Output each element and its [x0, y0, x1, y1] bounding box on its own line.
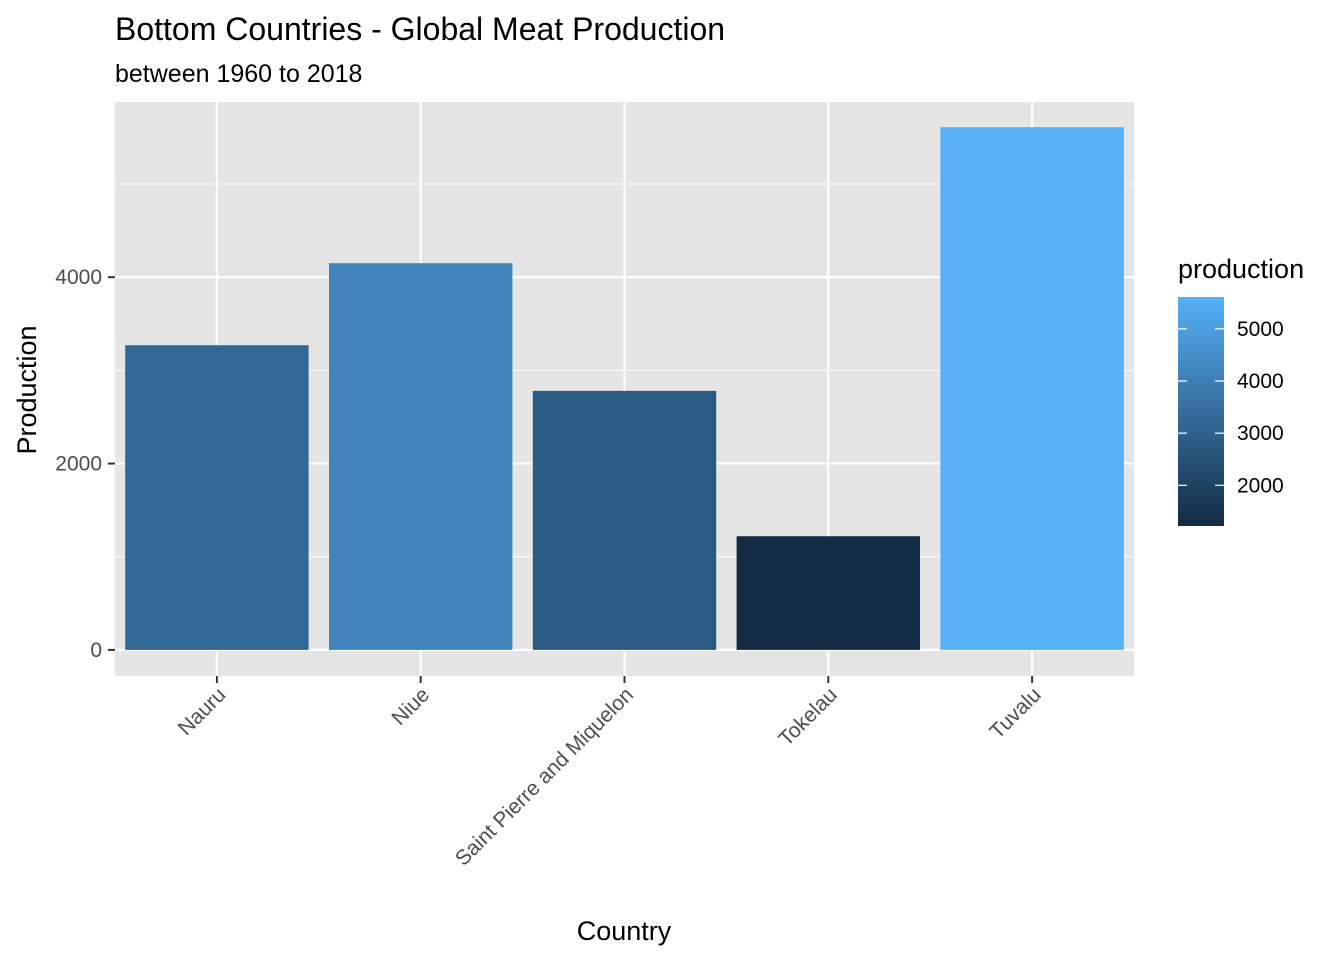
y-tick-label: 0 — [90, 639, 102, 662]
chart-title: Bottom Countries - Global Meat Productio… — [115, 11, 725, 47]
legend-tick-label: 3000 — [1237, 422, 1284, 445]
y-axis: 0 2000 4000 — [55, 266, 115, 662]
y-axis-title: Production — [12, 325, 42, 454]
chart-subtitle: between 1960 to 2018 — [115, 60, 362, 88]
x-tick-label: Tuvalu — [985, 683, 1045, 743]
bar-nauru — [125, 345, 309, 650]
legend-tick-label: 4000 — [1237, 370, 1284, 393]
bar-tokelau — [736, 536, 921, 650]
legend-tick-label: 2000 — [1237, 474, 1284, 497]
y-tick-label: 2000 — [55, 453, 102, 476]
x-axis-title: Country — [577, 916, 672, 946]
legend: production 2000 3000 4000 5000 — [1178, 254, 1304, 526]
bar-tuvalu — [940, 127, 1124, 650]
x-tick-label: Niue — [387, 683, 434, 730]
x-tick-label: Nauru — [174, 683, 231, 740]
legend-title: production — [1178, 254, 1304, 284]
y-tick-label: 4000 — [55, 266, 102, 289]
legend-ticks: 2000 3000 4000 5000 — [1178, 318, 1284, 497]
bar-niue — [328, 263, 513, 650]
x-axis: Nauru Niue Saint Pierre and Miquelon Tokela… — [174, 676, 1046, 870]
x-tick-label: Saint Pierre and Miquelon — [451, 683, 638, 870]
bar-saint-pierre-and-miquelon — [532, 390, 717, 650]
x-tick-label: Tokelau — [774, 683, 841, 750]
legend-tick-label: 5000 — [1237, 318, 1284, 341]
bars — [125, 127, 1124, 650]
legend-colorbar — [1178, 297, 1224, 526]
